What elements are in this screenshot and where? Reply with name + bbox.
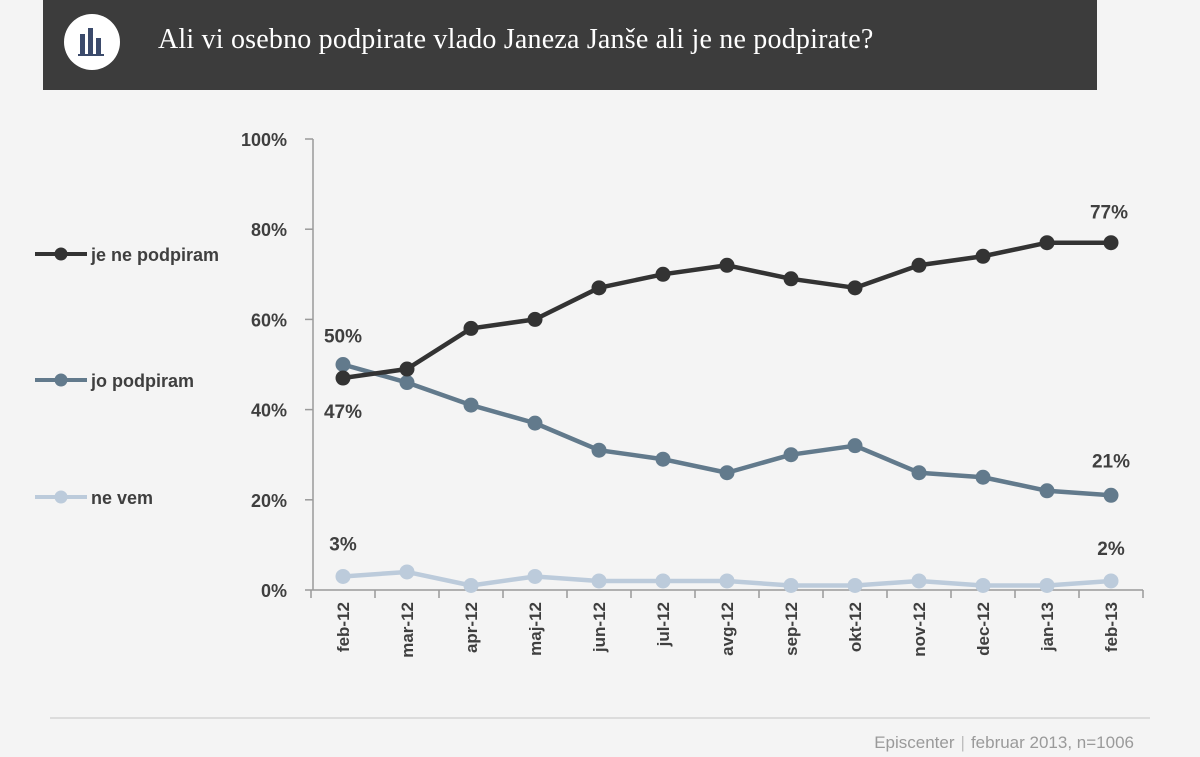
x-tick-label: feb-13	[1102, 602, 1121, 652]
legend-label: jo podpiram	[91, 371, 194, 391]
data-point-ne-vem	[463, 577, 479, 593]
y-tick-label: 40%	[251, 401, 287, 421]
y-tick-label: 60%	[251, 310, 287, 330]
data-point-ne-vem	[335, 568, 351, 584]
data-point-jo-podpiram	[719, 465, 735, 481]
x-tick-label: maj-12	[526, 602, 545, 656]
data-label: 2%	[1097, 539, 1125, 560]
y-tick-label: 80%	[251, 220, 287, 240]
data-label: 47%	[324, 402, 362, 423]
divider	[50, 717, 1150, 719]
data-point-jo-podpiram	[911, 465, 927, 481]
x-tick-label: feb-12	[334, 602, 353, 652]
data-point-jo-podpiram	[335, 357, 351, 372]
data-point-jo-podpiram	[1039, 483, 1055, 499]
data-point-je-ne-podpiram	[655, 266, 671, 282]
x-tick-label: jan-13	[1038, 602, 1057, 652]
y-tick-label: 20%	[251, 491, 287, 511]
data-label: 3%	[329, 534, 357, 555]
legend-marker-jo	[35, 373, 87, 387]
data-point-je-ne-podpiram	[975, 248, 991, 264]
source-detail: februar 2013, n=1006	[970, 733, 1134, 752]
source-note: Episcenter | februar 2013, n=1006	[874, 733, 1134, 753]
chart-title: Ali vi osebno podpirate vlado Janeza Jan…	[158, 24, 874, 55]
data-point-ne-vem	[975, 577, 991, 593]
data-point-ne-vem	[847, 577, 863, 593]
data-point-jo-podpiram	[399, 375, 415, 391]
x-tick-label: jun-12	[590, 602, 609, 653]
data-point-je-ne-podpiram	[399, 361, 415, 377]
y-tick-label: 100%	[241, 130, 287, 150]
x-tick-label: jul-12	[654, 602, 673, 647]
data-point-jo-podpiram	[847, 438, 863, 454]
x-tick-label: okt-12	[846, 602, 865, 652]
data-point-jo-podpiram	[1103, 487, 1119, 503]
data-point-ne-vem	[783, 577, 799, 593]
data-point-je-ne-podpiram	[911, 257, 927, 273]
data-point-ne-vem	[591, 573, 607, 589]
data-point-ne-vem	[399, 564, 415, 580]
source-separator: |	[960, 733, 965, 752]
data-point-ne-vem	[655, 573, 671, 589]
data-point-jo-podpiram	[463, 397, 479, 413]
data-point-je-ne-podpiram	[335, 370, 351, 386]
bar-chart-icon	[64, 14, 120, 70]
data-label: 77%	[1090, 203, 1128, 224]
data-point-ne-vem	[719, 573, 735, 589]
data-point-ne-vem	[1039, 577, 1055, 593]
data-label: 21%	[1092, 451, 1130, 472]
data-point-jo-podpiram	[783, 447, 799, 463]
source-org: Episcenter	[874, 733, 955, 752]
x-tick-label: avg-12	[718, 602, 737, 656]
legend-label: je ne podpiram	[91, 245, 220, 265]
data-point-jo-podpiram	[655, 451, 671, 467]
data-point-je-ne-podpiram	[527, 311, 543, 327]
data-point-jo-podpiram	[527, 415, 543, 431]
data-point-je-ne-podpiram	[847, 280, 863, 296]
x-tick-label: dec-12	[974, 602, 993, 656]
y-tick-label: 0%	[261, 581, 287, 601]
data-point-je-ne-podpiram	[719, 257, 735, 273]
x-tick-label: sep-12	[782, 602, 801, 656]
data-point-ne-vem	[1103, 573, 1119, 589]
data-point-ne-vem	[911, 573, 927, 589]
data-point-je-ne-podpiram	[783, 271, 799, 287]
data-point-jo-podpiram	[975, 469, 991, 485]
x-tick-label: nov-12	[910, 602, 929, 657]
data-point-jo-podpiram	[591, 442, 607, 458]
data-point-je-ne-podpiram	[1039, 235, 1055, 251]
data-point-ne-vem	[527, 568, 543, 584]
data-point-je-ne-podpiram	[1103, 235, 1119, 251]
data-point-je-ne-podpiram	[591, 280, 607, 296]
data-point-je-ne-podpiram	[463, 320, 479, 336]
legend-marker-ne-vem	[35, 490, 87, 504]
x-tick-label: mar-12	[398, 602, 417, 658]
legend-marker-je-ne	[35, 247, 87, 261]
title-bar	[43, 0, 1097, 90]
x-tick-label: apr-12	[462, 602, 481, 653]
legend-label: ne vem	[91, 488, 154, 508]
data-label: 50%	[324, 327, 362, 348]
